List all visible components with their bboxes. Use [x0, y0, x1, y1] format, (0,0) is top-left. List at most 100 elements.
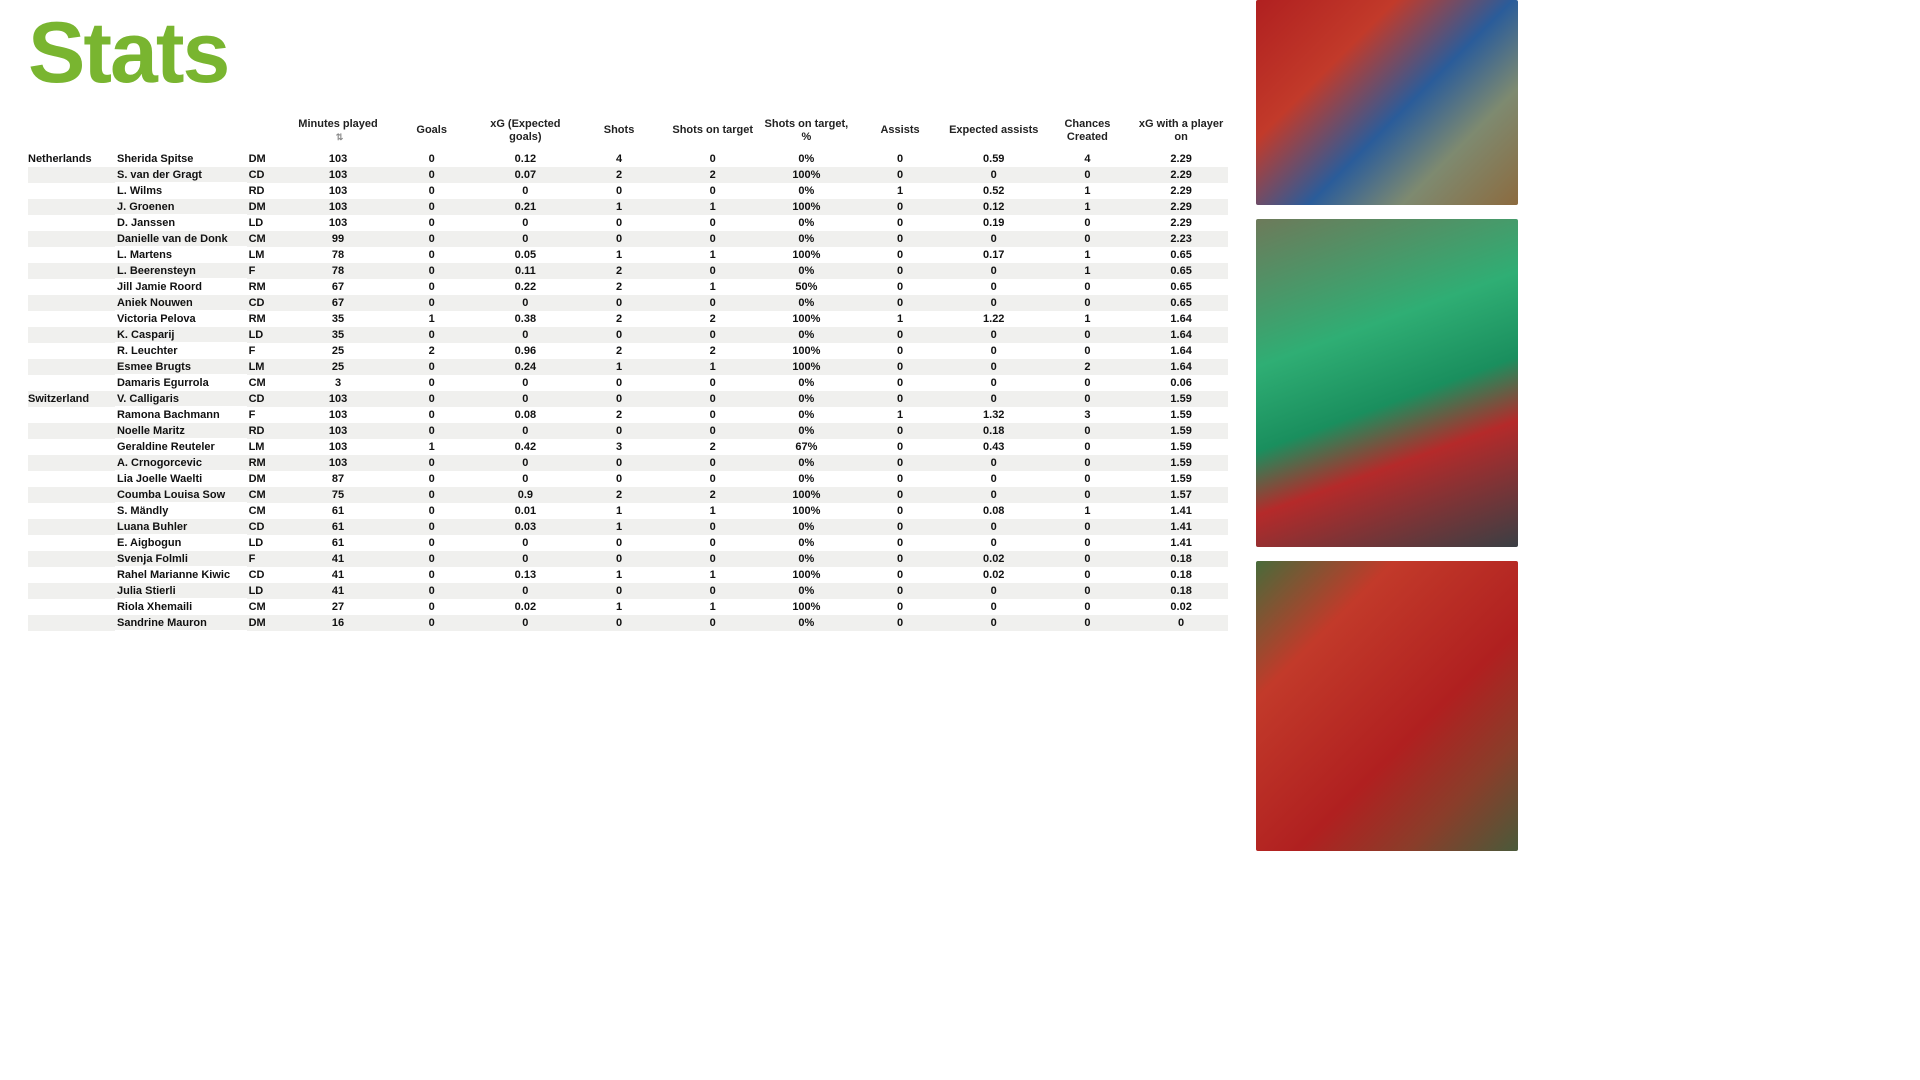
cell-position: RD [247, 423, 292, 439]
cell-sot: 1 [666, 279, 760, 295]
cell-minutes: 67 [291, 279, 385, 295]
cell-cc: 0 [1041, 423, 1135, 439]
col-sotp[interactable]: Shots on target, % [760, 114, 854, 151]
table-row: A. CrnogorcevicRM10300000%0001.59 [28, 455, 1228, 471]
cell-xgp: 2.29 [1134, 151, 1228, 167]
cell-minutes: 35 [291, 327, 385, 343]
col-xgp[interactable]: xG with a player on [1134, 114, 1228, 151]
cell-ast: 1 [853, 183, 947, 199]
cell-xg: 0.13 [479, 567, 573, 583]
cell-xgp: 1.59 [1134, 407, 1228, 423]
cell-xg: 0.24 [479, 359, 573, 375]
cell-position: CM [247, 231, 292, 247]
cell-sotp: 100% [760, 199, 854, 215]
sort-icon: ⇅ [336, 132, 344, 142]
cell-ast: 0 [853, 567, 947, 583]
cell-sot: 0 [666, 535, 760, 551]
col-ast[interactable]: Assists [853, 114, 947, 151]
table-row: Ramona BachmannF10300.08200%11.3231.59 [28, 407, 1228, 423]
cell-goals: 0 [385, 487, 479, 503]
cell-sotp: 0% [760, 263, 854, 279]
cell-goals: 0 [385, 215, 479, 231]
cell-sotp: 0% [760, 407, 854, 423]
cell-goals: 0 [385, 407, 479, 423]
col-xgp-label: xG with a player on [1139, 118, 1223, 143]
cell-goals: 0 [385, 327, 479, 343]
col-sot-label: Shots on target [672, 124, 753, 136]
cell-xgp: 0.02 [1134, 599, 1228, 615]
cell-goals: 1 [385, 439, 479, 455]
cell-sot: 0 [666, 615, 760, 631]
cell-minutes: 61 [291, 503, 385, 519]
cell-team [28, 167, 115, 183]
cell-cc: 1 [1041, 263, 1135, 279]
cell-xa: 0 [947, 327, 1041, 343]
cell-sot: 1 [666, 567, 760, 583]
cell-player: A. Crnogorcevic [115, 455, 247, 471]
table-row: Coumba Louisa SowCM7500.922100%0001.57 [28, 487, 1228, 503]
cell-sotp: 67% [760, 439, 854, 455]
cell-xa: 0.43 [947, 439, 1041, 455]
cell-goals: 0 [385, 151, 479, 167]
cell-xg: 0.07 [479, 167, 573, 183]
cell-xg: 0.01 [479, 503, 573, 519]
cell-ast: 0 [853, 359, 947, 375]
cell-xg: 0.21 [479, 199, 573, 215]
cell-team [28, 535, 115, 551]
cell-goals: 0 [385, 167, 479, 183]
cell-position: CD [247, 391, 292, 407]
cell-cc: 0 [1041, 439, 1135, 455]
cell-shots: 0 [572, 215, 666, 231]
cell-cc: 1 [1041, 503, 1135, 519]
cell-xa: 0 [947, 231, 1041, 247]
cell-minutes: 67 [291, 295, 385, 311]
cell-xgp: 0.65 [1134, 247, 1228, 263]
cell-goals: 0 [385, 551, 479, 567]
cell-sot: 0 [666, 407, 760, 423]
col-minutes[interactable]: Minutes played ⇅ [291, 114, 385, 151]
cell-xa: 0 [947, 391, 1041, 407]
col-goals[interactable]: Goals [385, 114, 479, 151]
cell-minutes: 41 [291, 567, 385, 583]
col-xa[interactable]: Expected assists [947, 114, 1041, 151]
cell-position: LD [247, 215, 292, 231]
col-player-blank [115, 114, 247, 151]
cell-player: Esmee Brugts [115, 359, 247, 375]
cell-ast: 0 [853, 199, 947, 215]
cell-xa: 0.52 [947, 183, 1041, 199]
col-cc[interactable]: Chances Created [1041, 114, 1135, 151]
col-xg[interactable]: xG (Expected goals) [479, 114, 573, 151]
cell-player: Julia Stierli [115, 583, 247, 599]
cell-cc: 3 [1041, 407, 1135, 423]
cell-cc: 2 [1041, 359, 1135, 375]
cell-xa: 0 [947, 375, 1041, 391]
cell-xa: 0.17 [947, 247, 1041, 263]
cell-sot: 0 [666, 327, 760, 343]
cell-shots: 1 [572, 519, 666, 535]
col-shots[interactable]: Shots [572, 114, 666, 151]
cell-position: F [247, 551, 292, 567]
table-row: SwitzerlandV. CalligarisCD10300000%0001.… [28, 391, 1228, 407]
cell-team [28, 375, 115, 391]
cell-goals: 0 [385, 183, 479, 199]
cell-shots: 2 [572, 343, 666, 359]
cell-sotp: 0% [760, 151, 854, 167]
cell-xgp: 2.29 [1134, 199, 1228, 215]
cell-team: Switzerland [28, 391, 115, 407]
cell-sotp: 0% [760, 375, 854, 391]
cell-cc: 0 [1041, 551, 1135, 567]
cell-shots: 2 [572, 279, 666, 295]
cell-sotp: 100% [760, 359, 854, 375]
cell-xgp: 0.65 [1134, 263, 1228, 279]
col-sotp-label: Shots on target, % [765, 118, 849, 143]
cell-player: Rahel Marianne Kiwic [115, 567, 247, 583]
col-xa-label: Expected assists [949, 124, 1038, 136]
cell-xgp: 1.41 [1134, 503, 1228, 519]
cell-minutes: 78 [291, 247, 385, 263]
cell-minutes: 87 [291, 471, 385, 487]
table-row: Rahel Marianne KiwicCD4100.1311100%00.02… [28, 567, 1228, 583]
cell-position: LM [247, 439, 292, 455]
cell-player: V. Calligaris [115, 391, 247, 407]
table-row: K. CasparijLD3500000%0001.64 [28, 327, 1228, 343]
col-sot[interactable]: Shots on target [666, 114, 760, 151]
